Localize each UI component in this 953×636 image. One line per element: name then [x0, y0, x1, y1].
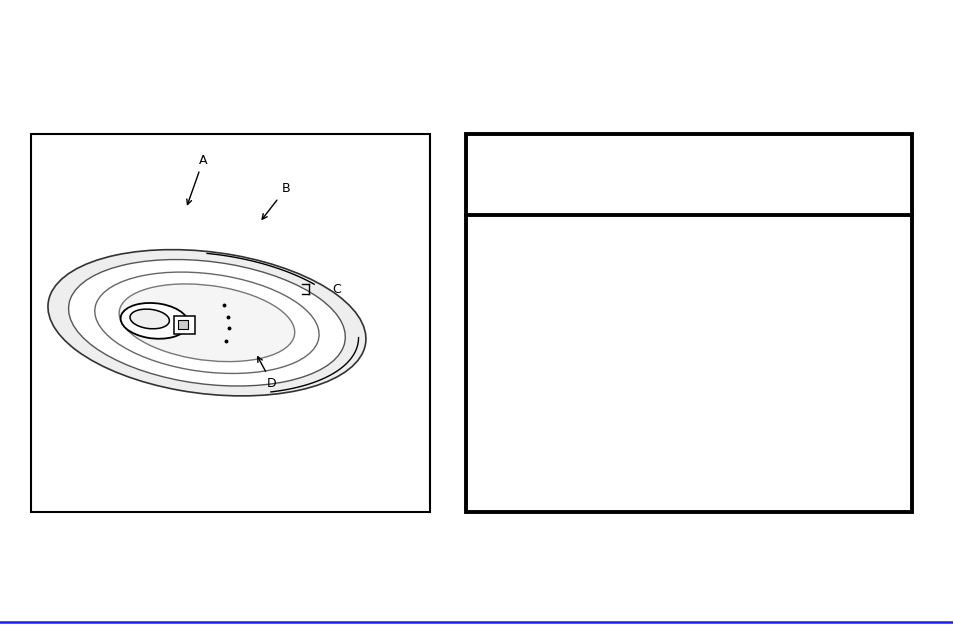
Ellipse shape — [119, 284, 294, 362]
Text: C: C — [332, 283, 340, 296]
Text: A: A — [187, 154, 207, 205]
Ellipse shape — [69, 259, 345, 386]
Bar — [31, 134, 430, 512]
Ellipse shape — [130, 309, 170, 329]
Text: D: D — [257, 357, 276, 389]
Ellipse shape — [94, 272, 318, 373]
Ellipse shape — [48, 249, 366, 396]
Ellipse shape — [120, 303, 188, 339]
Bar — [178, 319, 188, 329]
FancyBboxPatch shape — [173, 317, 194, 335]
Text: B: B — [262, 183, 290, 219]
Bar — [465, 134, 911, 512]
